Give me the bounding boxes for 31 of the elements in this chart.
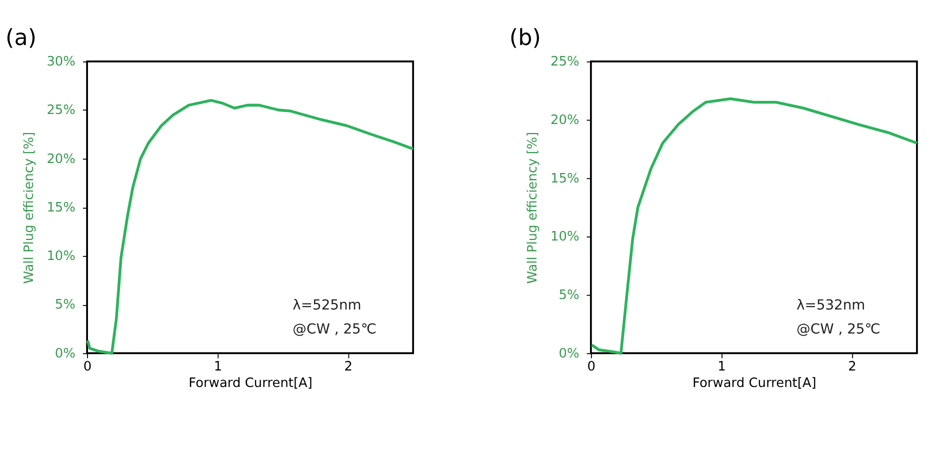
- chart-title: (a): [6, 24, 37, 51]
- y-tick-label: 5%: [558, 288, 580, 304]
- x-axis-title: Forward Current[A]: [188, 376, 312, 392]
- x-tick-label: 1: [214, 359, 222, 374]
- y-axis-title: Wall Plug efficiency [%]: [526, 132, 541, 284]
- y-tick-label: 15%: [550, 171, 580, 186]
- x-axis-title: Forward Current[A]: [692, 376, 816, 392]
- y-tick-label: 30%: [46, 54, 76, 70]
- annotation: @CW , 25℃: [796, 322, 880, 338]
- y-tick-label: 25%: [46, 103, 76, 118]
- x-tick-label: 2: [344, 359, 352, 374]
- line-series: [86, 98, 414, 355]
- annotation: @CW , 25℃: [292, 322, 376, 338]
- y-tick-label: 20%: [46, 152, 76, 167]
- x-tick-label: 0: [587, 359, 596, 374]
- x-tick-label: 1: [718, 359, 726, 374]
- x-tick-label: 2: [848, 359, 856, 374]
- y-tick-label: 0%: [558, 346, 580, 362]
- y-tick-label: 10%: [46, 249, 76, 264]
- y-tick-label: 0%: [54, 346, 76, 362]
- y-tick-label: 20%: [550, 112, 580, 128]
- x-tick-label: 0: [83, 359, 92, 374]
- y-tick-label: 5%: [54, 298, 76, 313]
- annotation: λ=525nm: [292, 298, 362, 314]
- y-tick-label: 15%: [46, 200, 76, 216]
- y-tick-label: 10%: [550, 230, 580, 245]
- chart-title: (b): [509, 24, 541, 51]
- y-axis-title: Wall Plug efficiency [%]: [22, 132, 37, 284]
- annotation: λ=532nm: [796, 298, 866, 314]
- y-tick-label: 25%: [550, 54, 580, 70]
- line-series: [590, 97, 918, 355]
